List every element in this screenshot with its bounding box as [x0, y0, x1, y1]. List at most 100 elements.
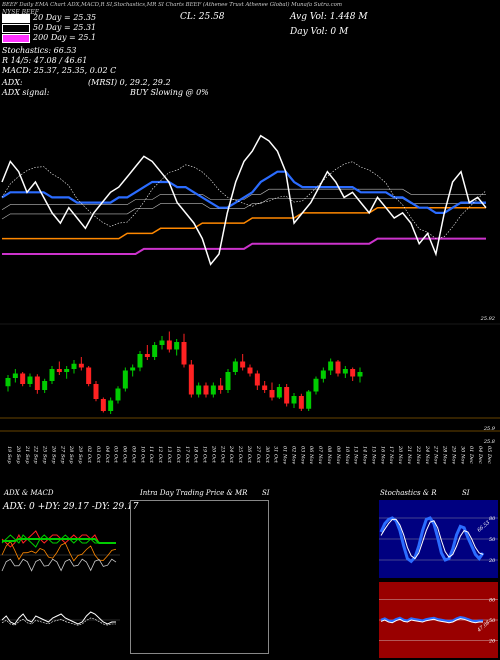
candle-body	[152, 345, 158, 357]
date-tick-label: 19 Oct	[202, 446, 208, 464]
date-axis: 19 Sep 20 Sep 21 Sep 22 Sep 25 Sep 26 Sep 27 S…	[6, 445, 492, 464]
date-tick-label: 25 Sep	[42, 445, 48, 464]
candle-body	[5, 378, 11, 387]
candle-body	[306, 391, 312, 409]
candle-body	[240, 361, 246, 368]
ticker-label: NYSE BEEF	[2, 9, 39, 16]
stoch-title-suffix: SI	[462, 489, 470, 497]
candle-body	[232, 361, 238, 372]
date-tick-label: 20 Oct	[210, 445, 216, 464]
price-label-mid: 25.9	[483, 426, 495, 432]
date-tick-label: 01 Dec	[468, 446, 474, 464]
adx-signal: ADX signal:	[2, 88, 50, 97]
date-tick-label: 31 Oct	[273, 446, 279, 464]
stoch-level-label: 20	[488, 558, 496, 564]
candle-body	[342, 369, 348, 374]
adx-dy-readout: ADX: 0 +DY: 29.17 -DY: 29.17	[3, 502, 139, 512]
indicator-readouts: Stochastics: 66.53 R 14/5: 47.08 / 46.61…	[2, 46, 116, 76]
candle-body	[64, 369, 70, 372]
stoch-title: Stochastics & R	[380, 489, 437, 497]
candle-body	[100, 399, 106, 411]
date-tick-label: 10 Nov	[344, 446, 350, 464]
date-tick-label: 18 Oct	[193, 446, 199, 464]
date-tick-label: 17 Nov	[388, 446, 394, 464]
ema200-line	[2, 237, 486, 255]
date-tick-label: 19 Sep	[6, 446, 12, 464]
ema50-line	[1, 170, 486, 214]
candle-body	[284, 387, 290, 404]
candle-body	[328, 361, 334, 371]
date-tick-label: 20 Sep	[15, 445, 21, 464]
candle-body	[291, 396, 297, 404]
date-tick-label: 09 Oct	[130, 446, 136, 464]
date-tick-label: 22 Nov	[415, 445, 421, 464]
date-tick-label: 29 Sep	[77, 445, 83, 464]
candle-body	[350, 369, 356, 377]
adx-macd-title: ADX & MACD	[4, 489, 54, 497]
date-tick-label: 24 Nov	[424, 445, 430, 464]
ema20-legend: 20 Day = 25.35	[2, 13, 96, 23]
candle-body	[166, 340, 172, 350]
candle-body	[115, 388, 121, 401]
rsi-level-label: 80	[489, 598, 496, 604]
candle-body	[320, 370, 326, 379]
price-label-low: 25.8	[483, 439, 495, 445]
date-tick-label: 23 Oct	[219, 445, 225, 464]
candle-body	[12, 373, 18, 378]
date-tick-label: 16 Nov	[379, 446, 385, 464]
candle-body	[93, 384, 99, 399]
stoch-level-label: 80	[489, 516, 496, 522]
candle-body	[71, 363, 77, 369]
candle-body	[174, 342, 180, 350]
r-readout: R 14/5: 47.08 / 46.61	[2, 56, 88, 65]
date-tick-label: 29 Nov	[450, 445, 456, 464]
candle-body	[276, 387, 282, 398]
stoch-d-line	[380, 518, 484, 560]
candle-body	[56, 369, 62, 372]
date-tick-label: 30 Oct	[264, 446, 270, 464]
date-tick-label: 07 Nov	[317, 446, 323, 464]
candle-body	[313, 378, 319, 392]
rsi-line	[380, 618, 483, 624]
ema200-legend: 200 Day = 25.1	[2, 33, 96, 43]
candle-body	[218, 385, 224, 390]
date-tick-label: 06 Nov	[308, 446, 314, 464]
price-label-top: 25.92	[480, 316, 495, 322]
date-tick-label: 24 Oct	[228, 445, 234, 464]
candle-body	[42, 381, 48, 390]
rsi-blue-line	[380, 616, 483, 623]
date-tick-label: 08 Nov	[326, 446, 332, 464]
candle-body	[78, 363, 84, 368]
candle-body	[298, 396, 304, 409]
date-tick-label: 03 Oct	[95, 446, 101, 464]
ema20-swatch	[2, 13, 30, 23]
date-tick-label: 27 Oct	[255, 445, 261, 464]
date-tick-label: 06 Oct	[122, 446, 128, 464]
date-tick-label: 05 Dec	[486, 446, 492, 464]
ema-chart	[1, 134, 487, 266]
date-tick-label: 02 Nov	[290, 446, 296, 464]
date-tick-label: 02 Oct	[86, 446, 92, 464]
candle-body	[108, 400, 114, 411]
date-tick-label: 21 Sep	[24, 445, 30, 464]
adx-signal-line	[2, 538, 116, 544]
date-tick-label: 27 Sep	[59, 445, 65, 464]
date-tick-label: 26 Sep	[50, 445, 56, 464]
chart-top-line: BEEF Daily EMA Chart ADX,MACD,R SI,Stoch…	[2, 2, 342, 8]
ema50-swatch	[2, 23, 30, 33]
mrsi-readout: (MRSI) 0, 29.2, 29.2	[88, 78, 171, 87]
candle-body	[335, 361, 341, 374]
ema-dotted-line	[1, 161, 487, 239]
adx-panel	[0, 530, 120, 572]
candle-body	[254, 373, 260, 386]
intraday-panel	[130, 500, 269, 654]
adx-white-line	[1, 558, 117, 572]
avg-volume: Avg Vol: 1.448 M	[290, 12, 368, 22]
date-tick-label: 30 Nov	[459, 446, 465, 464]
date-tick-label: 05 Oct	[113, 446, 119, 464]
ema-band-upper	[1, 188, 486, 211]
candle-body	[144, 354, 150, 357]
candle-body	[122, 370, 128, 389]
date-tick-label: 27 Nov	[433, 445, 439, 464]
price-line	[1, 134, 487, 266]
